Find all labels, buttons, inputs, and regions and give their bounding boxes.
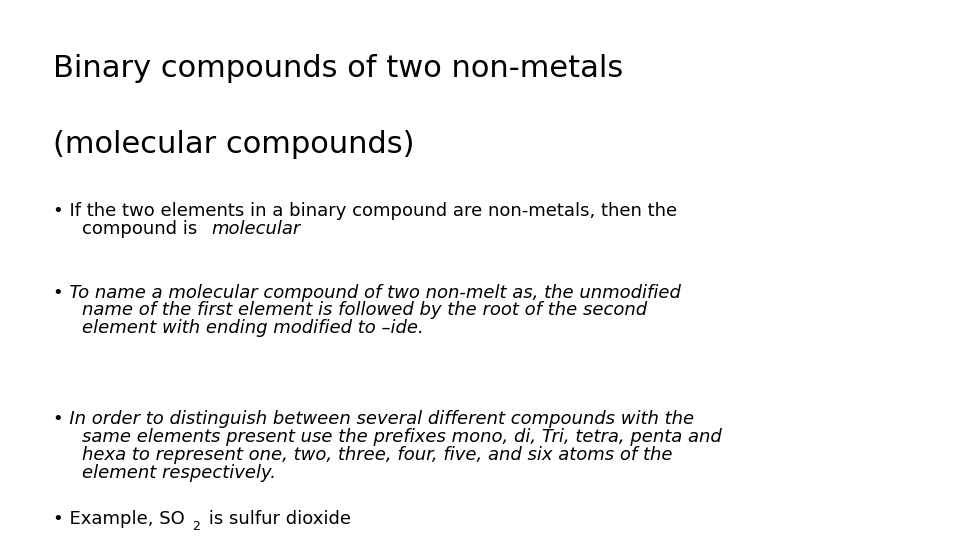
Text: 2: 2 [192,520,201,533]
Text: (molecular compounds): (molecular compounds) [53,130,415,159]
Text: is sulfur dioxide: is sulfur dioxide [204,510,351,528]
Text: same elements present use the prefixes mono, di, Tri, tetra, penta and: same elements present use the prefixes m… [82,428,721,447]
Text: • If the two elements in a binary compound are non-metals, then the: • If the two elements in a binary compou… [53,202,677,220]
Text: hexa to represent one, two, three, four, five, and six atoms of the: hexa to represent one, two, three, four,… [82,446,672,464]
Text: molecular: molecular [211,220,300,239]
Text: element respectively.: element respectively. [82,464,276,482]
Text: element with ending modified to –ide.: element with ending modified to –ide. [82,319,423,338]
Text: name of the first element is followed by the root of the second: name of the first element is followed by… [82,301,647,320]
Text: Binary compounds of two non-metals: Binary compounds of two non-metals [53,54,623,83]
Text: • Example, SO: • Example, SO [53,510,184,528]
Text: compound is: compound is [82,220,203,239]
Text: • To name a molecular compound of two non-melt as, the unmodified: • To name a molecular compound of two no… [53,284,681,301]
Text: • In order to distinguish between several different compounds with the: • In order to distinguish between severa… [53,410,694,428]
